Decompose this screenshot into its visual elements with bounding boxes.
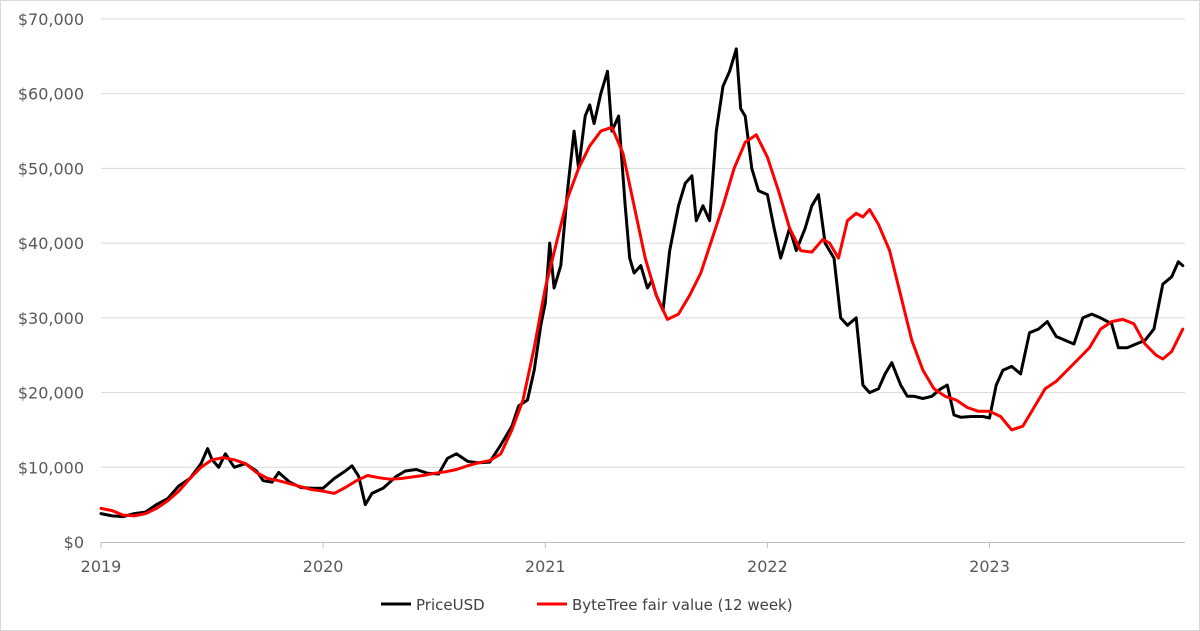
series-line-fair-value (99, 125, 1185, 518)
x-tick-label: 2022 (747, 557, 788, 576)
legend-label-fair-value: ByteTree fair value (12 week) (572, 596, 793, 614)
x-axis-ticks: 2019 2020 2021 2022 2023 (81, 542, 1010, 576)
x-tick-label: 2021 (525, 557, 566, 576)
y-tick-label: $20,000 (18, 384, 84, 403)
gridlines (101, 18, 1185, 468)
y-tick-label: $40,000 (18, 234, 84, 253)
y-tick-label: $30,000 (18, 309, 84, 328)
legend: PriceUSD ByteTree fair value (12 week) (381, 596, 793, 614)
series-layer (99, 47, 1185, 519)
y-tick-label: $70,000 (18, 10, 84, 29)
y-tick-label: $0 (64, 533, 84, 552)
series-line-priceusd (99, 47, 1185, 519)
y-axis-ticks: $0 $10,000 $20,000 $30,000 $40,000 $50,000 $60… (18, 10, 84, 552)
y-tick-label: $50,000 (18, 159, 84, 178)
legend-label-priceusd: PriceUSD (416, 596, 485, 614)
x-tick-label: 2020 (303, 557, 344, 576)
y-tick-label: $10,000 (18, 458, 84, 477)
y-tick-label: $60,000 (18, 85, 84, 104)
x-tick-label: 2023 (969, 557, 1010, 576)
x-tick-label: 2019 (81, 557, 122, 576)
